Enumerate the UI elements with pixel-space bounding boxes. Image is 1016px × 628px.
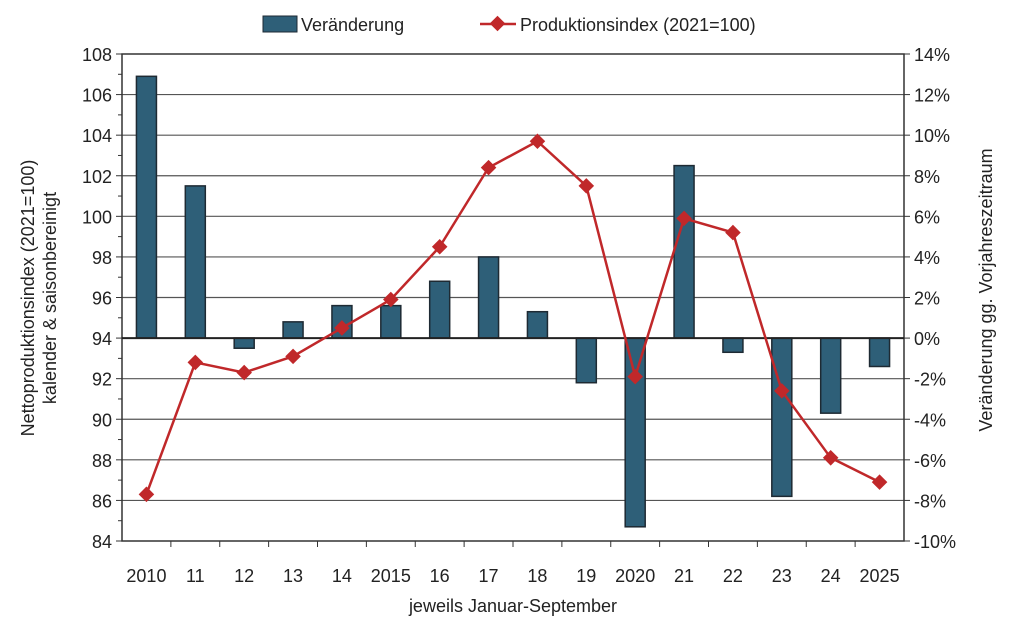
legend-bar-label: Veränderung: [301, 15, 404, 35]
legend-bar-swatch: [262, 15, 298, 33]
y-right-tick-label: 0%: [914, 329, 940, 349]
bar: [233, 337, 255, 349]
bar: [380, 304, 402, 339]
x-tick-label: 21: [674, 566, 694, 586]
y-axis-left-label-line2: kalender & saisonbereinigt: [40, 192, 60, 404]
line-point: [431, 238, 448, 255]
y-right-tick-label: 10%: [914, 126, 950, 146]
line-point: [187, 354, 204, 371]
y-left-tick-label: 102: [82, 167, 112, 187]
x-tick-label: 2020: [615, 566, 655, 586]
y-right-tick-label: -8%: [914, 491, 946, 511]
y-left-tick-label: 104: [82, 126, 112, 146]
bar: [673, 164, 695, 339]
y-right-tick-label: 4%: [914, 248, 940, 268]
x-tick-label: 18: [527, 566, 547, 586]
line-point: [236, 364, 252, 381]
x-tick-label: 11: [186, 566, 205, 586]
x-tick-label: 17: [479, 566, 499, 586]
x-axis-label: jeweils Januar-September: [408, 596, 617, 616]
legend: Veränderung Produktionsindex (2021=100): [262, 15, 756, 35]
y-right-tick-label: 6%: [914, 207, 940, 227]
line-point: [871, 474, 888, 490]
bar: [819, 337, 842, 414]
line-point: [285, 348, 301, 365]
y-left-tick-label: 90: [92, 410, 112, 430]
y-left-tick-label: 86: [92, 491, 112, 511]
y-axis-right-label: Veränderung gg. Vorjahreszeitraum: [976, 148, 996, 431]
y-axis-left-label-line1: Nettoproduktionsindex (2021=100): [18, 160, 38, 437]
y-left-tick-label: 84: [92, 532, 112, 552]
line-point: [725, 224, 741, 241]
y-right-tick-label: 14%: [914, 45, 950, 65]
y-left-tick-label: 92: [92, 370, 112, 390]
bar: [526, 310, 549, 339]
bars: [135, 75, 891, 528]
bar: [135, 75, 158, 339]
x-tick-label: 16: [430, 566, 450, 586]
bar: [868, 337, 891, 368]
bar: [771, 337, 793, 498]
y-right-tick-label: 2%: [914, 289, 940, 309]
line-point: [529, 133, 546, 150]
legend-diamond-icon: [489, 15, 506, 32]
series-line: [145, 139, 881, 495]
x-tick-label: 23: [772, 566, 792, 586]
y-right-tick-label: -10%: [914, 532, 956, 552]
x-tick-label: 12: [234, 566, 254, 586]
legend-line-label: Produktionsindex (2021=100): [520, 15, 756, 35]
line-point: [578, 178, 595, 194]
y-left-tick-label: 100: [82, 207, 112, 227]
x-tick-label: 2015: [371, 566, 411, 586]
y-left-tick-label: 96: [92, 289, 112, 309]
bar: [624, 337, 646, 528]
line-point: [676, 210, 692, 227]
axes: [116, 53, 910, 547]
y-left-tick-label: 94: [92, 329, 112, 349]
bar: [477, 256, 500, 339]
y-right-tick-label: -6%: [914, 451, 946, 471]
bar: [184, 185, 207, 339]
x-tick-label: 24: [821, 566, 841, 586]
y-right-tick-label: -4%: [914, 410, 946, 430]
y-right-tick-label: 8%: [914, 167, 940, 187]
y-left-tick-label: 88: [92, 451, 112, 471]
x-tick-label: 22: [723, 566, 743, 586]
bar: [575, 337, 598, 384]
x-tick-label: 19: [576, 566, 596, 586]
y-left-tick-label: 98: [92, 248, 112, 268]
y-right-tick-label: 12%: [914, 86, 950, 106]
y-right-tick-label: -2%: [914, 370, 946, 390]
x-tick-label: 2010: [126, 566, 166, 586]
bar: [722, 337, 744, 354]
x-tick-label: 2025: [860, 566, 900, 586]
y-left-tick-label: 108: [82, 45, 112, 65]
bar: [282, 321, 304, 339]
tick-labels: 84 86 88 90 92 94 96 98 100 102 104 106 108 -10% -8% -6…: [82, 45, 956, 586]
line-point: [138, 486, 155, 503]
line-point: [480, 159, 497, 176]
y-left-tick-label: 106: [82, 86, 112, 106]
x-tick-label: 13: [283, 566, 303, 586]
bar: [428, 280, 451, 339]
x-tick-label: 14: [332, 566, 352, 586]
